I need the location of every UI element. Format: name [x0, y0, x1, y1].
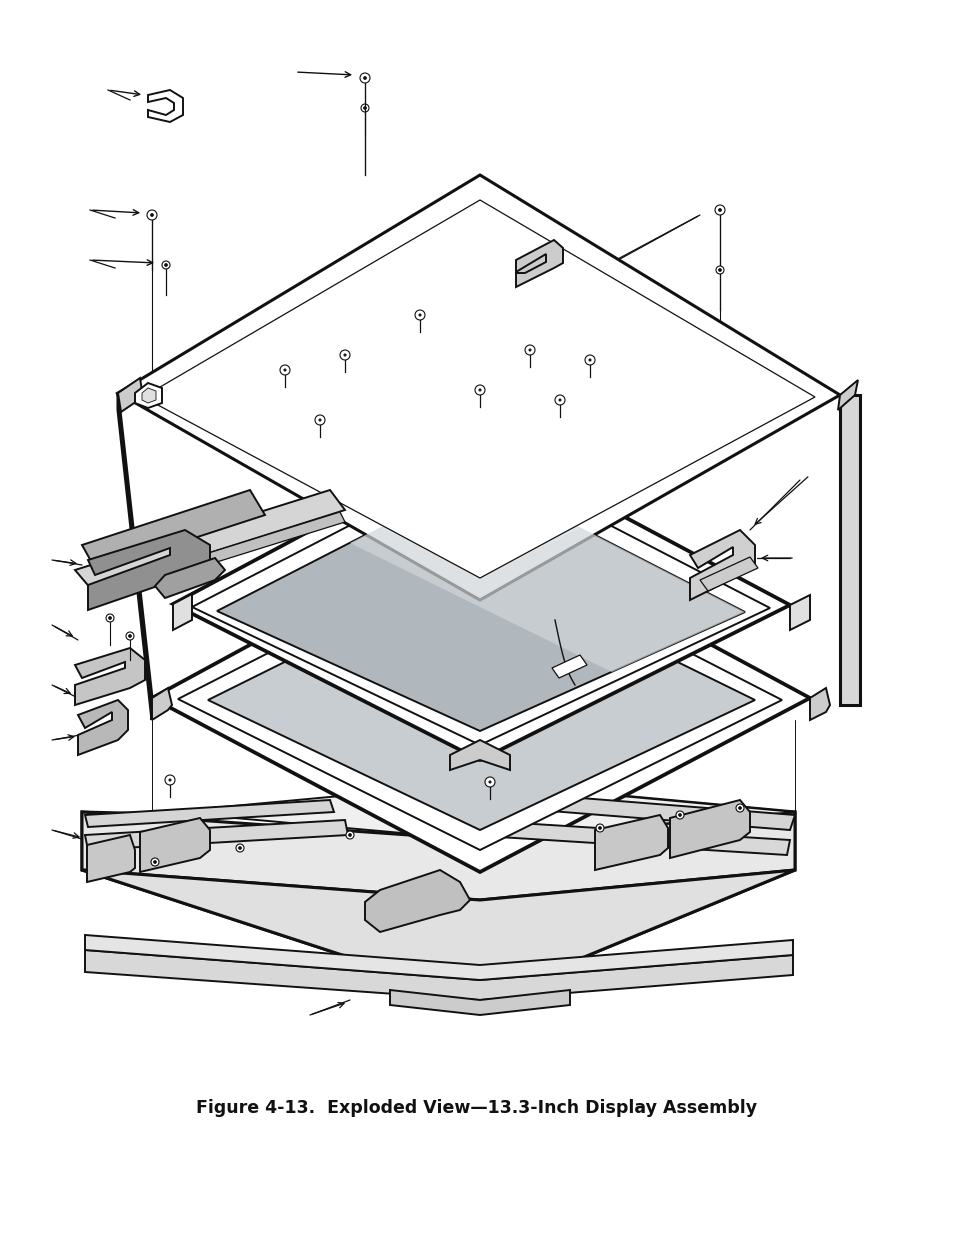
Circle shape	[475, 385, 484, 395]
Polygon shape	[75, 490, 345, 590]
Circle shape	[584, 354, 595, 366]
Circle shape	[283, 369, 286, 372]
Polygon shape	[178, 545, 781, 850]
Polygon shape	[135, 383, 162, 408]
Polygon shape	[350, 475, 744, 672]
Polygon shape	[142, 388, 156, 403]
Polygon shape	[143, 200, 814, 578]
Polygon shape	[82, 490, 265, 571]
Circle shape	[151, 858, 159, 866]
Circle shape	[718, 268, 720, 272]
Circle shape	[318, 419, 321, 421]
Polygon shape	[118, 378, 143, 412]
Polygon shape	[172, 440, 789, 760]
Polygon shape	[75, 648, 145, 705]
Polygon shape	[208, 564, 754, 830]
Circle shape	[488, 781, 491, 783]
Circle shape	[169, 779, 171, 782]
Circle shape	[528, 348, 531, 351]
Circle shape	[524, 345, 535, 354]
Polygon shape	[450, 740, 510, 769]
Circle shape	[360, 104, 369, 112]
Polygon shape	[118, 393, 152, 720]
Circle shape	[339, 350, 350, 359]
Polygon shape	[140, 818, 210, 872]
Polygon shape	[154, 558, 225, 598]
Polygon shape	[82, 783, 794, 1000]
Circle shape	[151, 214, 153, 216]
Circle shape	[238, 846, 241, 850]
Circle shape	[588, 359, 591, 361]
Polygon shape	[90, 513, 345, 600]
Polygon shape	[689, 530, 754, 600]
Circle shape	[235, 844, 244, 852]
Circle shape	[484, 777, 495, 787]
Circle shape	[147, 210, 157, 220]
Circle shape	[738, 806, 740, 809]
Polygon shape	[168, 783, 794, 840]
Polygon shape	[152, 520, 809, 872]
Circle shape	[363, 77, 366, 79]
Circle shape	[162, 261, 170, 269]
Circle shape	[346, 831, 354, 839]
Polygon shape	[82, 869, 794, 1000]
Polygon shape	[381, 475, 579, 578]
Circle shape	[359, 73, 370, 83]
Circle shape	[478, 389, 480, 391]
Circle shape	[735, 804, 743, 811]
Polygon shape	[78, 700, 128, 755]
Polygon shape	[467, 820, 789, 855]
Circle shape	[418, 314, 421, 316]
Polygon shape	[837, 380, 857, 410]
Polygon shape	[390, 990, 569, 1015]
Circle shape	[126, 632, 133, 640]
Circle shape	[676, 811, 683, 819]
Polygon shape	[365, 869, 470, 932]
Circle shape	[348, 834, 351, 836]
Polygon shape	[840, 395, 859, 705]
Polygon shape	[82, 811, 794, 900]
Polygon shape	[809, 688, 829, 720]
Circle shape	[109, 616, 112, 620]
Polygon shape	[516, 240, 562, 287]
Polygon shape	[700, 557, 758, 592]
Polygon shape	[85, 950, 792, 1000]
Circle shape	[718, 209, 720, 211]
Polygon shape	[88, 530, 210, 610]
Circle shape	[165, 776, 174, 785]
Text: Figure 4-13.  Exploded View—13.3-Inch Display Assembly: Figure 4-13. Exploded View—13.3-Inch Dis…	[196, 1099, 757, 1116]
Polygon shape	[87, 835, 135, 882]
Circle shape	[558, 399, 560, 401]
Polygon shape	[789, 595, 809, 630]
Circle shape	[714, 205, 724, 215]
Polygon shape	[85, 800, 334, 827]
Circle shape	[153, 861, 156, 863]
Polygon shape	[348, 564, 615, 698]
Circle shape	[598, 826, 601, 830]
Polygon shape	[216, 475, 744, 731]
Circle shape	[415, 310, 424, 320]
Polygon shape	[85, 820, 348, 850]
Circle shape	[129, 635, 132, 637]
Circle shape	[280, 366, 290, 375]
Circle shape	[678, 814, 680, 816]
Polygon shape	[172, 594, 192, 630]
Polygon shape	[669, 800, 749, 858]
Polygon shape	[152, 688, 172, 720]
Circle shape	[314, 415, 325, 425]
Polygon shape	[552, 655, 586, 678]
Circle shape	[363, 106, 366, 110]
Circle shape	[716, 266, 723, 274]
Polygon shape	[148, 90, 183, 122]
Polygon shape	[118, 175, 840, 600]
Polygon shape	[192, 458, 769, 745]
Polygon shape	[595, 815, 667, 869]
Circle shape	[164, 263, 168, 267]
Circle shape	[555, 395, 564, 405]
Circle shape	[596, 824, 603, 832]
Polygon shape	[85, 935, 792, 981]
Circle shape	[343, 353, 346, 356]
Circle shape	[106, 614, 113, 622]
Polygon shape	[475, 790, 794, 830]
